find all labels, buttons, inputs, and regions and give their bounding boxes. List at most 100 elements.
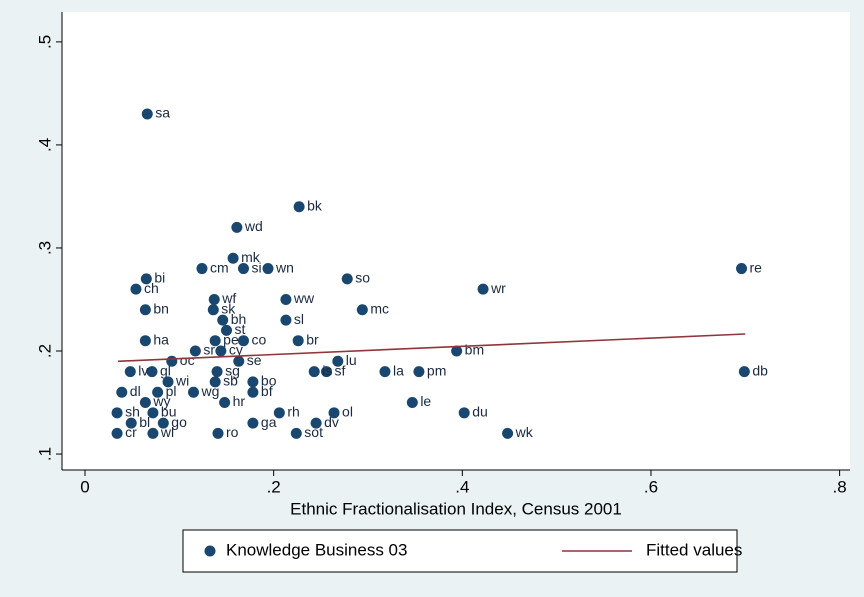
legend-label: Fitted values [646,540,742,559]
point [458,407,470,419]
point-label: wy [152,393,170,409]
point-label: cy [229,342,243,358]
point-label: sl [294,311,304,327]
point-label: br [306,331,319,347]
point-label: la [393,362,404,378]
point-label: pl [166,383,177,399]
point-label: si [251,259,261,275]
point-label: db [752,362,768,378]
point-label: lv [138,362,148,378]
point [209,376,221,388]
point [247,386,259,398]
point-label: mk [241,249,261,265]
point-label: wn [275,259,294,275]
point [247,417,259,429]
y-tick-label: .1 [35,447,54,461]
point-label: bm [465,342,484,358]
point [247,376,259,388]
point-label: ol [342,404,353,420]
point-label: lu [346,352,357,368]
y-tick-label: .2 [35,344,54,358]
point [157,417,169,429]
point [189,345,201,357]
point-label: ro [226,424,239,440]
point [207,304,219,316]
point-label: wi [175,373,189,389]
point-label: st [235,321,246,337]
legend-marker [204,545,216,557]
point [212,427,224,439]
point-label: bi [154,270,165,286]
point-label: mc [370,300,389,316]
point-label: sot [304,424,323,440]
point [139,397,151,409]
point [166,355,178,367]
point-label: ha [153,331,169,347]
point-label: wd [244,218,263,234]
point [308,366,320,378]
point-label: re [750,259,763,275]
x-tick-label: .6 [644,477,658,496]
x-tick-label: .4 [455,477,469,496]
point [290,427,302,439]
point-label: hr [233,393,246,409]
point [215,345,227,357]
point [451,345,463,357]
point-label: bh [231,311,247,327]
point-label: wf [221,290,236,306]
plot-area [62,12,850,470]
point [147,427,159,439]
point [379,366,391,378]
point-label: wk [515,424,534,440]
point [209,335,221,347]
y-tick-label: .3 [35,241,54,255]
x-tick-label: .2 [267,477,281,496]
point [356,304,368,316]
point-label: dl [130,383,141,399]
point-label: so [355,270,370,286]
point [139,335,151,347]
point-label: bu [161,404,177,420]
point-label: sk [221,300,236,316]
point [237,263,249,275]
point [341,273,353,285]
point-label: wl [160,424,174,440]
point [310,417,322,429]
point [502,427,514,439]
point [262,263,274,275]
point-label: le [420,393,431,409]
point [208,293,220,305]
point [293,201,305,213]
point-label: wr [490,280,506,296]
point [211,366,223,378]
legend [182,529,738,573]
x-tick-label: .8 [833,477,847,496]
point [125,417,137,429]
x-tick-label: 0 [80,477,89,496]
fitted-line [117,333,746,363]
point-label: oc [180,352,195,368]
point-label: bn [153,300,169,316]
point-label: cm [210,259,229,275]
x-axis-title: Ethnic Fractionalisation Index, Census 2… [290,499,622,518]
point-label: ga [261,414,277,430]
point-label: sa [155,105,170,121]
point-label: sb [223,373,238,389]
y-tick-label: .5 [35,35,54,49]
point [738,366,750,378]
point [332,355,344,367]
point [231,221,243,233]
point [124,366,136,378]
point [280,293,292,305]
point [116,386,128,398]
point-label: is [322,362,332,378]
point-label: pm [427,362,446,378]
point [130,283,142,295]
point-label: pe [223,331,239,347]
point [147,407,159,419]
point-label: sh [125,404,140,420]
point-label: wg [200,383,219,399]
point [233,355,245,367]
point [111,427,123,439]
point-label: bo [261,373,277,389]
